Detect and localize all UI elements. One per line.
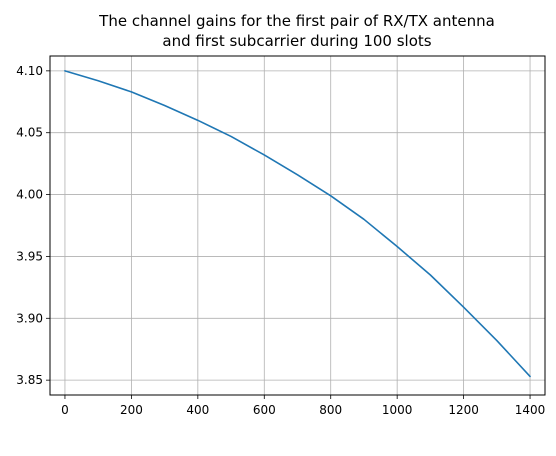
x-tick-label: 200 — [120, 403, 143, 417]
plot-frame — [49, 55, 546, 396]
y-tick-label: 3.95 — [16, 249, 43, 263]
y-tick-label: 4.10 — [16, 64, 43, 78]
chart-title-line-1: The channel gains for the first pair of … — [98, 12, 495, 30]
y-tick-label: 4.00 — [16, 188, 43, 202]
series-layer — [64, 70, 531, 378]
tick-labels: 0 200 400 600 800 1000 1200 1400 3.85 3.90 3.95 4.0… — [16, 64, 545, 417]
x-tick-label: 1200 — [448, 403, 479, 417]
x-tick-label: 600 — [253, 403, 276, 417]
tick-marks — [46, 70, 531, 399]
x-tick-label: 0 — [61, 403, 69, 417]
x-tick-label: 1400 — [515, 403, 546, 417]
x-tick-label: 800 — [319, 403, 342, 417]
y-tick-label: 3.90 — [16, 311, 43, 325]
grid-lines — [50, 56, 545, 395]
series-line-1 — [64, 70, 531, 378]
y-tick-label: 4.05 — [16, 126, 43, 140]
y-tick-label: 3.85 — [16, 373, 43, 387]
x-tick-label: 1000 — [382, 403, 413, 417]
x-tick-label: 400 — [186, 403, 209, 417]
chart-title-line-2: and first subcarrier during 100 slots — [162, 32, 431, 50]
